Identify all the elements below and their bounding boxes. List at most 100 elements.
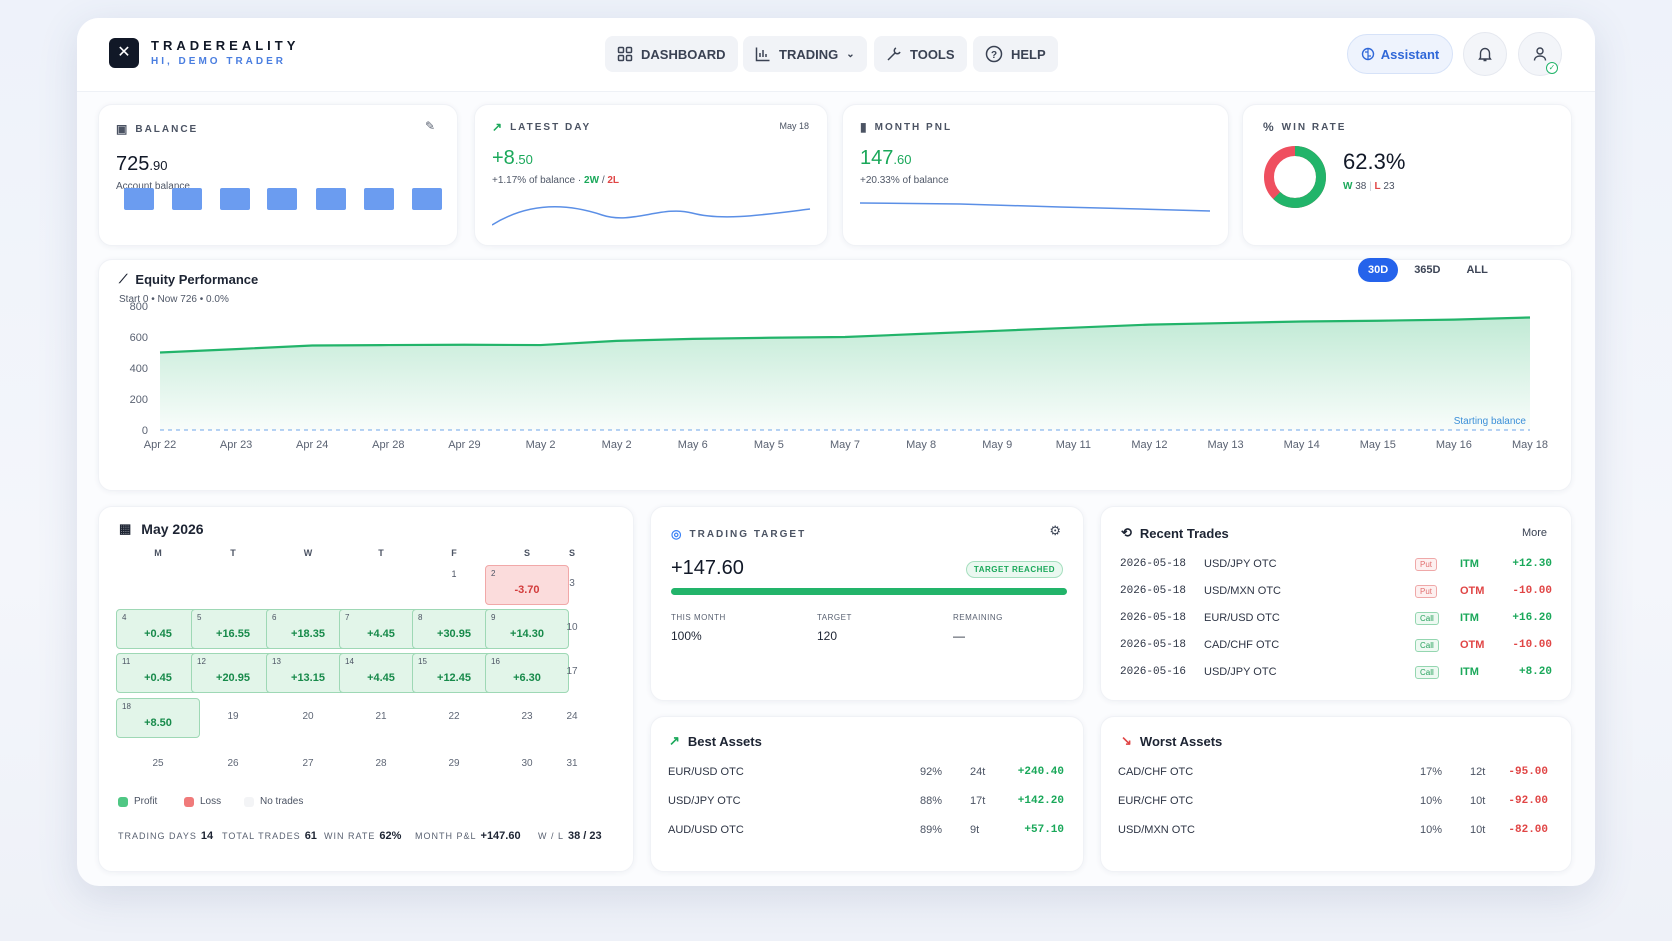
calendar-day[interactable]: 4 +0.45 — [116, 609, 200, 649]
assistant-button[interactable]: Assistant — [1347, 34, 1453, 74]
calendar-day[interactable]: 8 +30.95 — [412, 609, 496, 649]
recent-trade-row[interactable]: 2026-05-18 CAD/CHF OTC Call OTM -10.00 — [1100, 639, 1572, 659]
calendar-day-number: 7 — [345, 613, 350, 622]
calendar-day[interactable]: 13 +13.15 — [266, 653, 350, 693]
logo-icon[interactable]: ✕ — [109, 38, 139, 68]
calendar-day[interactable]: 24 — [554, 698, 590, 738]
greeting: HI, DEMO TRADER — [151, 56, 286, 67]
calendar-day[interactable]: 20 — [266, 698, 350, 738]
calendar-day-pnl: +4.45 — [367, 672, 395, 684]
brain-icon — [1361, 47, 1374, 61]
calendar-day[interactable]: 21 — [339, 698, 423, 738]
latest-day-value-dec: .50 — [514, 152, 533, 167]
calendar-day-pnl: +20.95 — [216, 672, 250, 684]
recent-trade-row[interactable]: 2026-05-18 USD/MXN OTC Put OTM -10.00 — [1100, 585, 1572, 605]
calendar-day[interactable]: 31 — [554, 745, 590, 785]
x-tick-label: May 18 — [1512, 439, 1548, 451]
recent-trade-row[interactable]: 2026-05-18 USD/JPY OTC Put ITM +12.30 — [1100, 558, 1572, 578]
asset-row[interactable]: EUR/USD OTC 92% 24t +240.40 — [650, 766, 1084, 784]
weekday-header: T — [230, 548, 236, 558]
calendar-day[interactable]: 19 — [191, 698, 275, 738]
calendar-day-number: 20 — [302, 711, 314, 722]
calendar-day[interactable]: 16 +6.30 — [485, 653, 569, 693]
latest-day-losses: 2L — [607, 175, 620, 186]
calendar-day[interactable]: 17 — [554, 653, 590, 693]
tab-365d[interactable]: 365D — [1414, 264, 1441, 276]
stat-days-value: 14 — [200, 830, 214, 842]
calendar-day[interactable]: 9 +14.30 — [485, 609, 569, 649]
asset-row[interactable]: USD/JPY OTC 88% 17t +142.20 — [650, 795, 1084, 813]
x-tick-label: May 15 — [1360, 439, 1396, 451]
asset-row[interactable]: EUR/CHF OTC 10% 10t -92.00 — [1100, 795, 1572, 813]
legend-none: No trades — [244, 796, 303, 807]
nav-tools[interactable]: TOOLS — [874, 36, 967, 72]
calendar-day[interactable]: 10 — [554, 609, 590, 649]
line-chart-icon: ⟋ — [119, 272, 128, 286]
calendar-day[interactable]: 1 — [412, 565, 496, 605]
asset-row[interactable]: AUD/USD OTC 89% 9t +57.10 — [650, 824, 1084, 842]
calendar-day-pnl: +0.45 — [144, 672, 172, 684]
asset-pnl: +142.20 — [1017, 795, 1064, 807]
more-link[interactable]: More — [1521, 527, 1547, 539]
notifications-button[interactable] — [1463, 32, 1507, 76]
calendar-day[interactable]: 7 +4.45 — [339, 609, 423, 649]
trade-pnl: +16.20 — [1512, 612, 1552, 624]
calendar-day[interactable]: 27 — [266, 745, 350, 785]
trade-result: OTM — [1460, 639, 1485, 651]
calendar-day-number: 16 — [491, 657, 500, 666]
calendar-day[interactable]: 3 — [554, 565, 590, 605]
calendar-day[interactable]: 14 +4.45 — [339, 653, 423, 693]
starting-balance-label: Starting balance — [1454, 416, 1527, 427]
asset-row[interactable]: USD/MXN OTC 10% 10t -82.00 — [1100, 824, 1572, 842]
gear-icon[interactable]: ⚙ — [1049, 523, 1061, 538]
nav-trading[interactable]: TRADING ⌄ — [743, 36, 867, 72]
help-icon: ? — [985, 45, 1003, 63]
weekday-header: S — [523, 548, 530, 558]
calendar-day-pnl: +14.30 — [510, 628, 544, 640]
calendar-day[interactable]: 18 +8.50 — [116, 698, 200, 738]
calendar-day-number: 8 — [418, 613, 423, 622]
calendar-day[interactable]: 2 -3.70 — [485, 565, 569, 605]
tab-30d[interactable]: 30D — [1358, 258, 1399, 282]
calendar-day[interactable]: 29 — [412, 745, 496, 785]
equity-title-text: Equity Performance — [135, 272, 259, 287]
tab-all[interactable]: ALL — [1466, 264, 1488, 276]
calendar-day[interactable]: 11 +0.45 — [116, 653, 200, 693]
calendar-day-pnl: +18.35 — [291, 628, 325, 640]
legend-none-label: No trades — [260, 796, 304, 807]
calendar-day[interactable]: 15 +12.45 — [412, 653, 496, 693]
nav-help[interactable]: ? HELP — [973, 36, 1058, 72]
none-swatch — [244, 796, 254, 807]
asset-row[interactable]: CAD/CHF OTC 17% 12t -95.00 — [1100, 766, 1572, 784]
calendar-day[interactable]: 22 — [412, 698, 496, 738]
win-label: W — [1343, 181, 1353, 192]
recent-trade-row[interactable]: 2026-05-16 USD/JPY OTC Call ITM +8.20 — [1100, 666, 1572, 686]
calendar-day[interactable]: 12 +20.95 — [191, 653, 275, 693]
calendar-day[interactable]: 5 +16.55 — [191, 609, 275, 649]
trend-down-icon: ↘ — [1121, 733, 1132, 748]
trade-result: ITM — [1460, 666, 1479, 678]
calendar-day[interactable]: 23 — [485, 698, 569, 738]
equity-line — [159, 316, 1531, 354]
stat-days-label: TRADING DAYS — [118, 831, 197, 841]
asset-win-pct: 10% — [1420, 824, 1443, 836]
calendar-day[interactable]: 25 — [116, 745, 200, 785]
recent-trade-row[interactable]: 2026-05-18 EUR/USD OTC Call ITM +16.20 — [1100, 612, 1572, 632]
x-tick-label: May 8 — [906, 439, 936, 451]
bell-icon — [1478, 47, 1492, 62]
edit-icon[interactable]: ✎ — [425, 119, 436, 133]
balance-value-dec: .90 — [149, 158, 168, 173]
nav-dashboard[interactable]: DASHBOARD — [605, 36, 738, 72]
calendar-day[interactable]: 26 — [191, 745, 275, 785]
latest-day-slash: / — [601, 175, 605, 186]
calendar-day[interactable]: 30 — [485, 745, 569, 785]
best-title: ↗ Best Assets — [669, 733, 762, 749]
latest-day-title-text: LATEST DAY — [510, 121, 592, 133]
trade-result: ITM — [1460, 612, 1479, 624]
calendar-day[interactable]: 28 — [339, 745, 423, 785]
y-tick-label: 600 — [130, 332, 148, 344]
user-icon — [1533, 47, 1547, 61]
top-bar: ✕ TRADEREALITY HI, DEMO TRADER DASHBOARD… — [77, 18, 1595, 92]
legend-profit: Profit — [118, 796, 157, 807]
calendar-day[interactable]: 6 +18.35 — [266, 609, 350, 649]
